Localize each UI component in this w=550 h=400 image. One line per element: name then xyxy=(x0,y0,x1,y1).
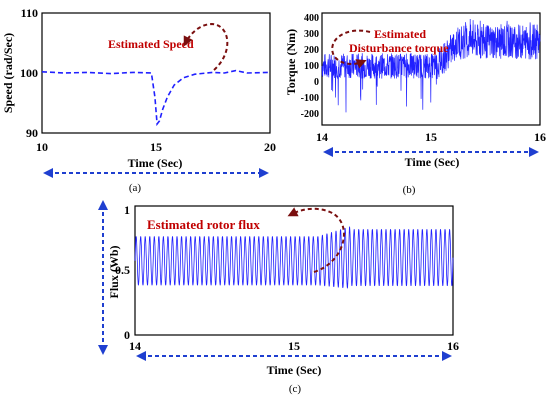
panel-b-ytick-0: -200 xyxy=(301,109,319,120)
panel-b-label: (b) xyxy=(403,184,416,196)
panel-c-annotation: Estimated rotor flux xyxy=(147,217,260,232)
panel-a-annotation: Estimated Speed xyxy=(108,37,194,51)
panel-b-ytick-1: -100 xyxy=(301,93,319,104)
panel-c-xtick-0: 14 xyxy=(129,339,141,353)
panel-a-plot-frame xyxy=(41,12,271,134)
panel-b: 14 15 16 -200 -100 0 100 200 300 400 Tor… xyxy=(284,12,546,196)
panel-c: 14 15 16 0 0.5 1 Flux (Wb) Time (Sec) Es… xyxy=(98,200,459,395)
panel-a-ytick-0: 90 xyxy=(26,126,38,140)
panel-b-ytick-3: 100 xyxy=(304,61,319,72)
panel-a-ytick-1: 100 xyxy=(20,66,38,80)
panel-c-ytick-2: 1 xyxy=(124,203,130,217)
panel-b-xtick-0: 14 xyxy=(316,130,328,144)
panel-b-xtick-1: 15 xyxy=(425,130,437,144)
panel-b-ytick-5: 300 xyxy=(304,29,319,40)
panel-c-xlabel: Time (Sec) xyxy=(267,363,322,377)
panel-a-series-line xyxy=(41,69,271,127)
panel-a-xtick-0: 10 xyxy=(36,140,48,154)
panel-a-xtick-2: 20 xyxy=(264,140,276,154)
panel-c-label: (c) xyxy=(289,383,302,395)
panel-a-ticks: 10 15 20 90 100 110 xyxy=(20,6,276,154)
panel-c-xtick-1: 15 xyxy=(288,339,300,353)
panel-a-xtick-1: 15 xyxy=(150,140,162,154)
panel-c-series-line xyxy=(134,226,454,289)
panel-b-xlabel: Time (Sec) xyxy=(405,155,460,169)
panel-a-label: (a) xyxy=(129,182,142,194)
panel-b-xtick-2: 16 xyxy=(534,130,546,144)
panel-c-xtick-2: 16 xyxy=(447,339,459,353)
panel-b-series-line xyxy=(321,18,541,113)
panel-b-ytick-2: 0 xyxy=(314,77,319,88)
panel-c-ytick-0: 0 xyxy=(124,328,130,342)
panel-c-curved-arrow xyxy=(287,207,345,273)
panel-a-ylabel: Speed (rad/Sec) xyxy=(1,33,15,113)
panel-a-curved-arrow xyxy=(183,22,229,71)
panel-b-ticks: 14 15 16 -200 -100 0 100 200 300 400 xyxy=(301,13,546,144)
panel-a-xlabel: Time (Sec) xyxy=(128,156,183,170)
panel-b-ytick-4: 200 xyxy=(304,45,319,56)
panel-c-ylabel: Flux (Wb) xyxy=(107,245,121,298)
panel-b-annotation-line-2: Disturbance torque xyxy=(349,41,449,55)
panel-b-ytick-6: 400 xyxy=(304,13,319,24)
panel-a: 10 15 20 90 100 110 Speed (rad/Sec) Time… xyxy=(1,6,276,194)
panel-a-ytick-2: 110 xyxy=(21,6,38,20)
panel-b-annotation-line-1: Estimated xyxy=(374,27,426,41)
panel-c-ytick-1: 0.5 xyxy=(115,263,130,277)
panel-c-ticks: 14 15 16 0 0.5 1 xyxy=(115,203,459,353)
panel-b-ylabel: Torque (Nm) xyxy=(284,29,298,95)
